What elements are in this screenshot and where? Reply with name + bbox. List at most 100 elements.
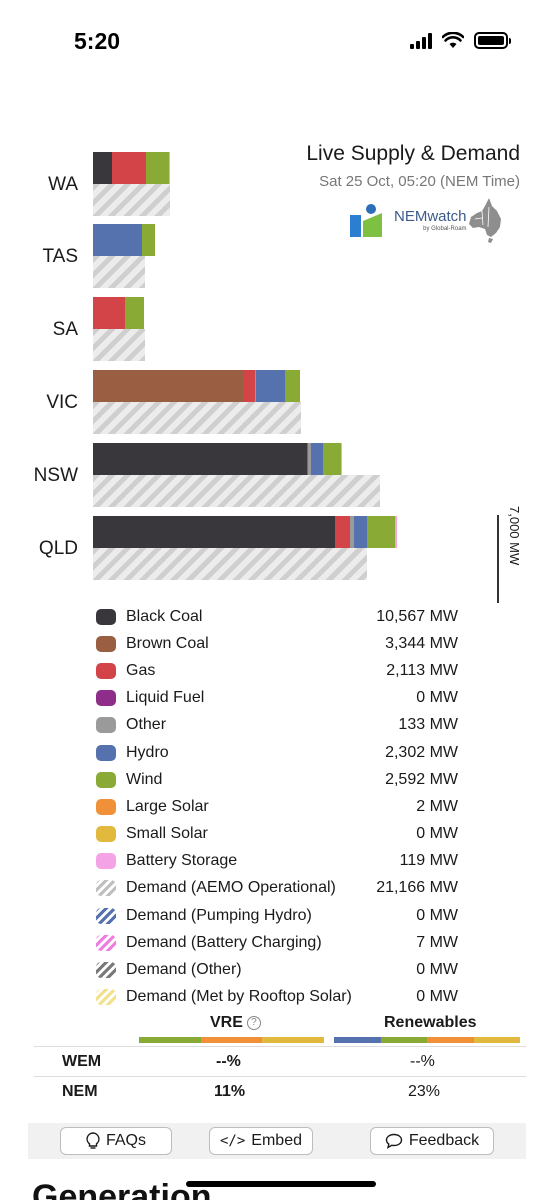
bar-segment-wind[interactable] xyxy=(142,224,155,256)
vre-value: 11% xyxy=(214,1083,246,1100)
demand-bar-wa[interactable] xyxy=(93,184,170,216)
legend-name: Brown Coal xyxy=(126,634,209,652)
legend-swatch xyxy=(96,635,116,652)
legend-value: 21,166 MW xyxy=(376,879,458,897)
supply-bar-sa[interactable] xyxy=(93,297,144,329)
supply-bar-nsw[interactable] xyxy=(93,443,343,475)
region-label-qld: QLD xyxy=(38,538,78,559)
legend-item[interactable]: Wind 2,592 MW xyxy=(96,766,458,793)
legend-item[interactable]: Demand (Battery Charging) 7 MW xyxy=(96,929,458,956)
legend-item[interactable]: Demand (Pumping Hydro) 0 MW xyxy=(96,902,458,929)
vre-help-icon[interactable]: ? xyxy=(246,1016,261,1030)
bar-segment-black-coal[interactable] xyxy=(93,443,307,475)
legend-swatch xyxy=(96,744,116,761)
status-icons xyxy=(410,32,511,49)
footer-bar: FAQs </> Embed Feedback xyxy=(28,1123,526,1159)
legend-name: Black Coal xyxy=(126,607,203,625)
legend-name: Wind xyxy=(126,770,163,788)
renewables-value: --% xyxy=(410,1053,435,1070)
legend-item[interactable]: Small Solar 0 MW xyxy=(96,821,458,848)
axis-line xyxy=(497,515,499,603)
vre-table-header: VRE? Renewables xyxy=(34,1008,526,1046)
demand-bar-qld[interactable] xyxy=(93,548,368,580)
bar-segment-battery[interactable] xyxy=(395,516,397,548)
chart-title: Live Supply & Demand xyxy=(306,142,520,165)
bar-segment-battery[interactable] xyxy=(169,152,170,184)
legend-name: Gas xyxy=(126,661,156,679)
bar-segment-gas[interactable] xyxy=(335,516,351,548)
lightbulb-icon xyxy=(86,1132,100,1149)
legend-item[interactable]: Liquid Fuel 0 MW xyxy=(96,685,458,712)
bar-segment-wind[interactable] xyxy=(125,297,144,329)
bar-segment-wind[interactable] xyxy=(323,443,341,475)
legend-swatch xyxy=(96,717,116,734)
australia-map-icon xyxy=(468,198,501,243)
region-label-sa: SA xyxy=(52,319,78,340)
legend-swatch xyxy=(96,771,116,788)
legend-item[interactable]: Demand (AEMO Operational) 21,166 MW xyxy=(96,875,458,902)
nemwatch-logo[interactable]: NEMwatch by Global-Roam xyxy=(350,197,503,243)
supply-bar-qld[interactable] xyxy=(93,516,397,548)
bar-segment-gas[interactable] xyxy=(243,370,255,402)
legend-value: 10,567 MW xyxy=(376,607,458,625)
bar-segment-hydro[interactable] xyxy=(353,516,367,548)
cellular-signal-icon xyxy=(410,32,432,49)
logo-subtext: by Global-Roam xyxy=(423,225,467,232)
bar-segment-gas[interactable] xyxy=(111,152,146,184)
legend-item[interactable]: Demand (Met by Rooftop Solar) 0 MW xyxy=(96,984,458,1011)
bar-segment-gas[interactable] xyxy=(306,443,309,475)
bar-segment-battery[interactable] xyxy=(340,443,343,475)
legend-value: 119 MW xyxy=(399,852,458,870)
legend-swatch xyxy=(96,826,116,843)
legend-item[interactable]: Large Solar 2 MW xyxy=(96,793,458,820)
legend-value: 0 MW xyxy=(416,825,458,843)
vre-row-wem: WEM --% --% xyxy=(34,1046,526,1076)
status-time: 5:20 xyxy=(74,28,121,54)
supply-bar-vic[interactable] xyxy=(93,370,300,402)
generation-heading: Generation xyxy=(32,1178,212,1200)
legend-name: Demand (Other) xyxy=(126,961,242,979)
legend-item[interactable]: Demand (Other) 0 MW xyxy=(96,956,458,983)
feedback-button[interactable]: Feedback xyxy=(370,1127,494,1155)
legend-item[interactable]: Brown Coal 3,344 MW xyxy=(96,630,458,657)
bar-segment-wind[interactable] xyxy=(284,370,300,402)
bar-segment-wind[interactable] xyxy=(366,516,396,548)
bar-segment-hydro[interactable] xyxy=(255,370,285,402)
legend-value: 0 MW xyxy=(416,689,458,707)
region-label-vic: VIC xyxy=(46,392,78,413)
legend-name: Demand (AEMO Operational) xyxy=(126,879,336,897)
supply-bar-wa[interactable] xyxy=(93,152,170,184)
supply-bar-tas[interactable] xyxy=(93,224,155,256)
bar-segment-brown-coal[interactable] xyxy=(93,370,244,402)
demand-bar-tas[interactable] xyxy=(93,256,145,288)
demand-bar-nsw[interactable] xyxy=(93,475,381,507)
legend-item[interactable]: Black Coal 10,567 MW xyxy=(96,603,458,630)
bar-segment-black-coal[interactable] xyxy=(93,152,112,184)
bar-segment-other[interactable] xyxy=(308,443,311,475)
axis-label: 7,000 MW xyxy=(507,506,522,566)
legend-value: 2,113 MW xyxy=(386,661,458,679)
feedback-label: Feedback xyxy=(408,1132,480,1149)
vre-row-nem: NEM 11% 23% xyxy=(34,1076,526,1106)
embed-button[interactable]: </> Embed xyxy=(209,1127,313,1155)
region-label-tas: TAS xyxy=(42,246,78,267)
bar-segment-wind[interactable] xyxy=(145,152,170,184)
bar-segment-hydro[interactable] xyxy=(310,443,324,475)
legend-value: 0 MW xyxy=(416,988,458,1006)
bar-segment-gas[interactable] xyxy=(93,297,126,329)
legend-item[interactable]: Hydro 2,302 MW xyxy=(96,739,458,766)
faqs-button[interactable]: FAQs xyxy=(60,1127,172,1155)
legend-item[interactable]: Other 133 MW xyxy=(96,712,458,739)
bar-segment-other[interactable] xyxy=(254,370,256,402)
bar-segment-black-coal[interactable] xyxy=(93,516,336,548)
legend-item[interactable]: Battery Storage 119 MW xyxy=(96,848,458,875)
legend-item[interactable]: Gas 2,113 MW xyxy=(96,657,458,684)
bar-segment-other[interactable] xyxy=(350,516,354,548)
demand-bar-vic[interactable] xyxy=(93,402,301,434)
demand-bar-sa[interactable] xyxy=(93,329,145,361)
home-indicator[interactable] xyxy=(186,1181,376,1187)
legend-swatch xyxy=(96,608,116,625)
bar-segment-hydro[interactable] xyxy=(93,224,143,256)
legend-name: Demand (Met by Rooftop Solar) xyxy=(126,988,352,1006)
legend-value: 7 MW xyxy=(416,933,458,951)
